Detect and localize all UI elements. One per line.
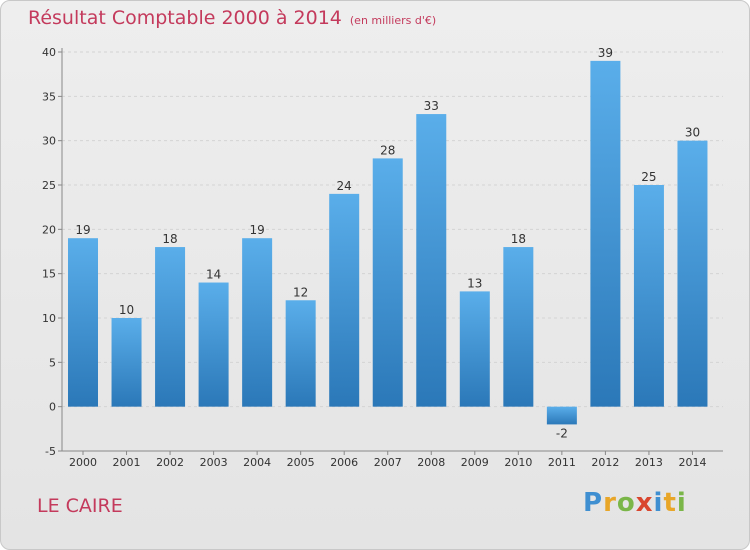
data-label: 25 <box>641 170 656 184</box>
chart-title-unit: (en milliers d'€) <box>349 14 437 27</box>
bar <box>155 247 186 407</box>
data-label: 33 <box>424 99 439 113</box>
x-tick-label: 2000 <box>69 456 97 469</box>
x-tick-label: 2008 <box>417 456 445 469</box>
labels: -5 0 5 10 15 20 25 30 35 40 19 2000 10 2001 18 2002 14 20… <box>42 46 706 469</box>
x-tick-label: 2001 <box>113 456 141 469</box>
bar <box>242 238 273 407</box>
x-tick-label: 2013 <box>635 456 663 469</box>
data-label: 39 <box>598 46 613 60</box>
x-tick-label: 2009 <box>461 456 489 469</box>
bar <box>677 140 708 407</box>
place-name: LE CAIRE <box>37 495 123 517</box>
logo-letter: x <box>635 488 654 518</box>
bar <box>372 158 403 407</box>
y-tick-label: 15 <box>42 268 56 281</box>
bar <box>111 318 142 407</box>
x-tick-label: 2005 <box>287 456 315 469</box>
data-label: 19 <box>75 223 90 237</box>
x-tick-label: 2002 <box>156 456 184 469</box>
y-tick-label: 30 <box>42 135 56 148</box>
data-label: 10 <box>119 303 134 317</box>
x-tick-label: 2007 <box>374 456 402 469</box>
axes <box>58 48 723 455</box>
x-tick-label: 2014 <box>678 456 706 469</box>
data-label: 28 <box>380 143 395 157</box>
x-tick-label: 2003 <box>200 456 228 469</box>
data-label: 24 <box>337 179 352 193</box>
y-tick-label: 20 <box>42 223 56 236</box>
bar <box>68 238 98 407</box>
data-label: 14 <box>206 268 221 282</box>
bar <box>633 185 664 407</box>
logo-letter: P <box>583 488 604 518</box>
logo-letter: r <box>603 488 617 518</box>
logo-letter: t <box>663 488 677 518</box>
x-tick-label: 2004 <box>243 456 271 469</box>
data-label: 30 <box>685 126 700 140</box>
proxiti-logo: Proxiti <box>583 488 687 518</box>
logo-letter: i <box>676 488 687 518</box>
y-tick-label: 35 <box>42 90 56 103</box>
x-tick-label: 2012 <box>591 456 619 469</box>
logo-letter: i <box>653 488 664 518</box>
data-label: 18 <box>511 232 526 246</box>
bar <box>590 60 621 407</box>
y-tick-label: 0 <box>49 401 56 414</box>
bar <box>285 300 316 407</box>
y-tick-label: 5 <box>49 356 56 369</box>
x-tick-label: 2010 <box>504 456 532 469</box>
x-tick-label: 2011 <box>548 456 576 469</box>
bars <box>68 60 708 425</box>
data-label: 18 <box>162 232 177 246</box>
chart-title-text: Résultat Comptable 2000 à 2014 <box>28 7 342 29</box>
data-label: 19 <box>249 223 264 237</box>
bar <box>416 114 447 407</box>
y-tick-label: 10 <box>42 312 56 325</box>
data-label: -2 <box>556 426 568 440</box>
data-label: 13 <box>467 276 482 290</box>
y-tick-label: -5 <box>45 445 56 458</box>
bar <box>329 193 360 407</box>
data-label: 12 <box>293 285 308 299</box>
x-tick-label: 2006 <box>330 456 358 469</box>
bar <box>459 291 490 407</box>
bar <box>198 282 229 407</box>
chart-title: Résultat Comptable 2000 à 2014 (en millie… <box>28 7 436 29</box>
bar <box>503 247 534 407</box>
y-tick-label: 25 <box>42 179 56 192</box>
logo-letter: o <box>616 488 636 518</box>
bar <box>546 406 577 425</box>
y-tick-label: 40 <box>42 46 56 59</box>
